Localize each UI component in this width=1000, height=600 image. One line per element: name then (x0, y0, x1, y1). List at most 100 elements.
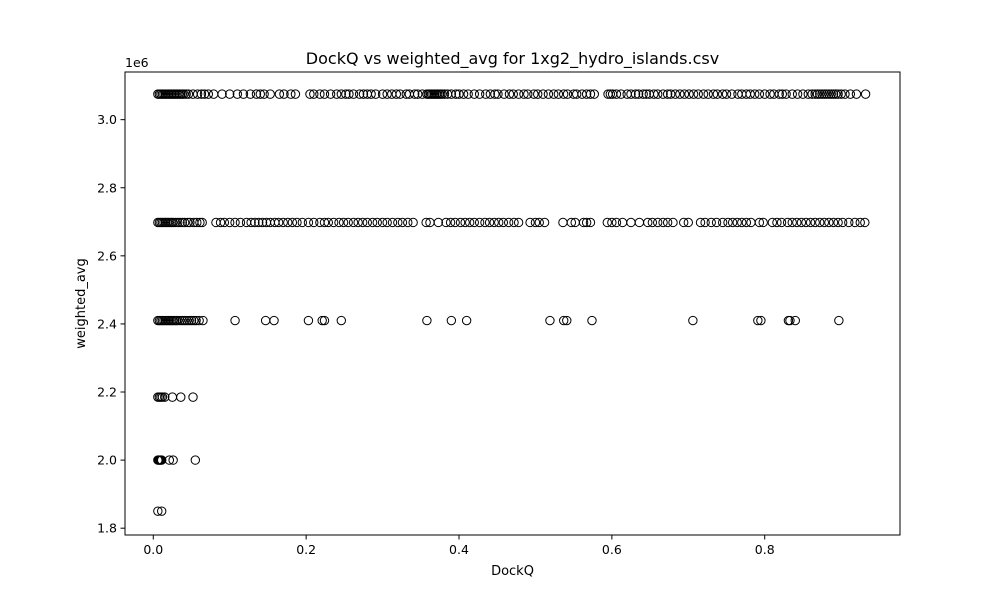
data-point (503, 217, 514, 228)
data-point (684, 89, 694, 99)
data-point (513, 217, 524, 228)
data-point (737, 217, 747, 228)
data-point (653, 89, 663, 99)
data-point (303, 315, 314, 326)
data-point (192, 89, 203, 99)
data-point (572, 89, 582, 99)
data-point (787, 89, 797, 99)
data-point (382, 89, 392, 99)
x-tick-label: 0.2 (296, 542, 316, 557)
data-point (509, 217, 519, 228)
data-point (539, 217, 550, 228)
data-point (191, 315, 201, 326)
data-point (446, 89, 457, 99)
data-point (215, 217, 226, 228)
data-point (254, 217, 264, 228)
data-point (372, 217, 382, 228)
data-point (344, 89, 354, 99)
data-point (815, 89, 825, 99)
data-point (860, 217, 870, 228)
x-tick-label: 0.4 (449, 542, 469, 557)
data-point (246, 217, 256, 228)
data-point (366, 89, 376, 99)
data-point (357, 217, 368, 228)
data-point (688, 315, 698, 326)
data-point (810, 217, 820, 228)
data-point (484, 217, 495, 228)
data-point (323, 217, 334, 228)
data-point (338, 217, 349, 228)
data-point (658, 217, 668, 228)
data-point (494, 217, 504, 228)
data-point (562, 315, 572, 326)
data-point (199, 89, 210, 99)
data-point (828, 217, 839, 228)
data-point (341, 89, 351, 99)
data-point (833, 217, 843, 228)
data-point (668, 217, 678, 228)
data-point (626, 217, 636, 228)
data-point (451, 89, 461, 99)
plot-frame (124, 71, 901, 536)
data-point (638, 89, 648, 99)
data-point (190, 455, 201, 465)
data-point (706, 217, 716, 228)
data-point (168, 217, 178, 228)
data-point (559, 315, 569, 326)
data-point (177, 217, 188, 228)
data-point (504, 89, 515, 99)
data-point (611, 217, 622, 228)
data-point (469, 217, 479, 228)
data-point (469, 89, 479, 99)
data-point (559, 89, 569, 99)
data-point (481, 89, 491, 99)
data-point (177, 315, 188, 326)
data-point (181, 89, 191, 99)
data-point (183, 89, 194, 99)
data-point (348, 217, 359, 228)
data-point (717, 89, 728, 99)
data-point (519, 89, 529, 99)
data-point (745, 89, 755, 99)
x-tick-label: 0.0 (143, 542, 163, 557)
data-point (647, 217, 658, 228)
data-point (370, 89, 381, 99)
data-point (445, 217, 456, 228)
data-point (278, 217, 288, 228)
data-point (286, 89, 296, 99)
data-point (367, 217, 378, 228)
data-point (164, 455, 175, 465)
data-point (790, 315, 800, 326)
data-point (833, 89, 843, 99)
data-point (529, 89, 539, 99)
data-point (523, 89, 533, 99)
data-point (792, 217, 802, 228)
data-point (185, 217, 195, 228)
data-point (530, 217, 541, 228)
data-point (490, 89, 500, 99)
data-point (693, 89, 703, 99)
data-point (721, 89, 732, 99)
data-point (422, 315, 432, 326)
data-point (196, 89, 207, 99)
data-point (611, 89, 622, 99)
data-point (812, 89, 823, 99)
data-point (732, 217, 742, 228)
data-point (480, 217, 490, 228)
data-point (787, 217, 797, 228)
data-point (463, 89, 473, 99)
data-point (741, 217, 752, 228)
data-point (319, 315, 330, 326)
data-point (413, 89, 423, 99)
data-point (533, 89, 543, 99)
data-point (803, 89, 813, 99)
data-point (179, 89, 189, 99)
data-point (772, 217, 782, 228)
data-point (585, 89, 596, 99)
data-point (765, 89, 775, 99)
data-point (173, 217, 183, 228)
data-point (711, 217, 722, 228)
data-point (168, 455, 178, 465)
x-axis-label: DockQ (491, 564, 534, 579)
data-point (319, 217, 330, 228)
